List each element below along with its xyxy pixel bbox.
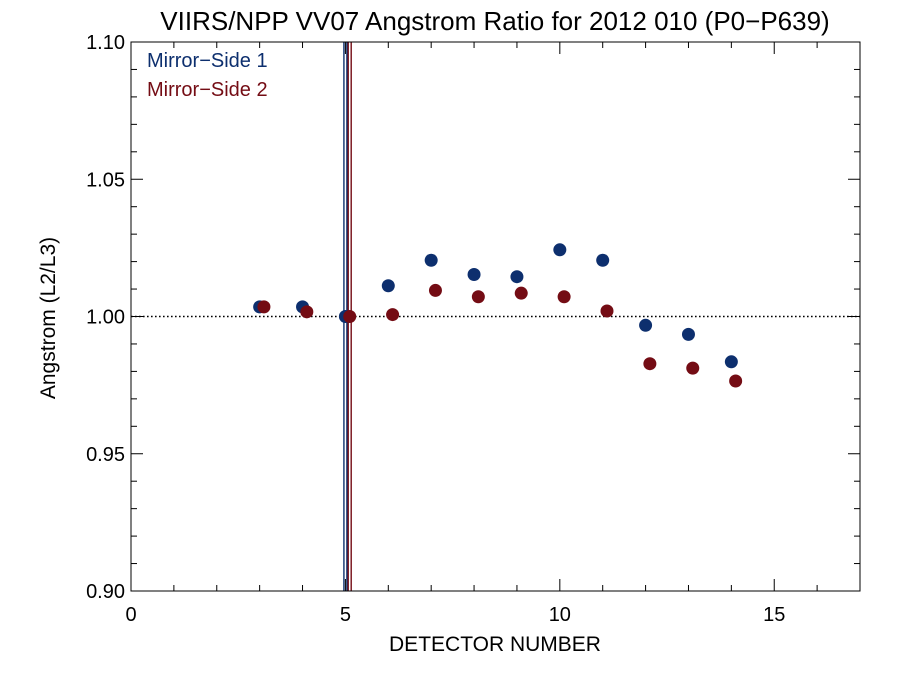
mirror-side-1-point <box>681 327 695 341</box>
x-axis-label: DETECTOR NUMBER <box>389 633 601 656</box>
mirror-side-1-point <box>467 268 481 282</box>
chart-title: VIIRS/NPP VV07 Angstrom Ratio for 2012 0… <box>160 6 829 36</box>
mirror-side-1-point <box>381 279 395 293</box>
mirror-side-2-point <box>729 374 743 388</box>
y-tick-label: 1.00 <box>86 307 125 329</box>
plot-area: 0 5 10 15 0.90 0.95 1.00 1.05 1.10 <box>86 32 860 626</box>
x-tick-label: 5 <box>340 604 351 626</box>
mirror-side-1-point <box>724 355 738 369</box>
mirror-side-2-point <box>557 290 571 304</box>
mirror-side-1-point <box>596 253 610 267</box>
mirror-side-2-point <box>386 308 400 322</box>
mirror-side-1-point <box>553 243 567 257</box>
plot-frame <box>130 41 861 592</box>
mirror-side-2-point <box>686 361 700 375</box>
mirror-side-2-point <box>343 310 357 323</box>
y-tick-label: 0.90 <box>86 581 125 603</box>
x-tick-label: 10 <box>549 604 571 626</box>
legend-mirror-side-1: Mirror−Side 1 <box>147 50 268 72</box>
mirror-side-1-point <box>510 270 524 284</box>
mirror-side-1-point <box>639 318 653 332</box>
mirror-side-2-point <box>300 305 314 319</box>
mirror-side-2-point <box>428 283 442 297</box>
legend-mirror-side-2: Mirror−Side 2 <box>147 79 268 101</box>
y-tick-label: 1.05 <box>86 169 125 191</box>
mirror-side-1-point <box>424 253 438 267</box>
mirror-side-2-point <box>643 357 657 371</box>
x-tick-label: 15 <box>763 604 785 626</box>
mirror-side-2-point <box>600 304 614 318</box>
mirror-side-2-point <box>514 286 528 300</box>
mirror-side-2-point <box>471 290 485 304</box>
mirror-side-2-point <box>257 300 271 314</box>
y-tick-label: 0.95 <box>86 444 125 466</box>
x-tick-label: 0 <box>125 604 136 626</box>
y-tick-label: 1.10 <box>86 32 125 54</box>
y-axis-label: Angstrom (L2/L3) <box>37 237 60 399</box>
